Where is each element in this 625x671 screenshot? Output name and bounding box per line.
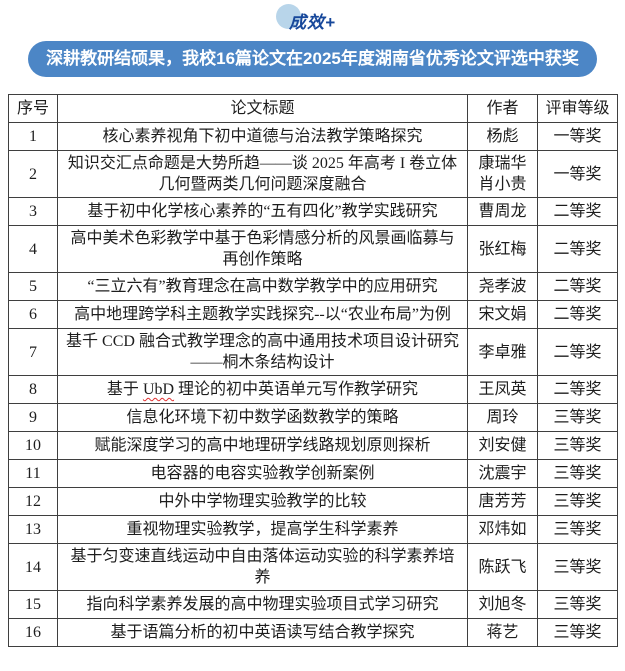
cell-title: “三立六有”教育理念在高中数学教学中的应用研究 [57, 272, 468, 301]
table-row: 15 指向科学素养发展的高中物理实验项目式学习研究 刘旭冬 三等奖 [8, 590, 618, 619]
section-tag-label: 成效+ [289, 13, 336, 32]
cell-author: 周玲 [467, 403, 538, 432]
table-row: 12 中外中学物理实验教学的比较 唐芳芳 三等奖 [8, 487, 618, 516]
table-header-row: 序号 论文标题 作者 评审等级 [8, 94, 618, 123]
cell-title: 高中地理跨学科主题教学实践探究--以“农业布局”为例 [57, 300, 468, 329]
cell-title: 知识交汇点命题是大势所趋——谈 2025 年高考 I 卷立体几何暨两类几何问题深… [57, 150, 468, 198]
cell-no: 9 [8, 403, 58, 432]
cell-author: 陈跃飞 [467, 543, 538, 591]
banner-title: 深耕教研结硕果，我校16篇论文在2025年度湖南省优秀论文评选中获奖 [28, 41, 597, 77]
cell-grade: 三等奖 [537, 515, 618, 544]
cell-grade: 二等奖 [537, 375, 618, 404]
column-header-author: 作者 [467, 94, 538, 123]
cell-title: 赋能深度学习的高中地理研学线路规划原则探析 [57, 431, 468, 460]
cell-title: 核心素养视角下初中道德与治法教学策略探究 [57, 122, 468, 151]
cell-title: 电容器的电容实验教学创新案例 [57, 459, 468, 488]
cell-author: 曹周龙 [467, 197, 538, 226]
cell-title: 指向科学素养发展的高中物理实验项目式学习研究 [57, 590, 468, 619]
cell-title: 重视物理实验教学，提高学生科学素养 [57, 515, 468, 544]
cell-author: 蒋艺 [467, 618, 538, 647]
table-row: 11 电容器的电容实验教学创新案例 沈震宇 三等奖 [8, 459, 618, 488]
cell-title: 基于初中化学核心素养的“五有四化”教学实践研究 [57, 197, 468, 226]
cell-grade: 三等奖 [537, 459, 618, 488]
table-row: 8 基于 UbD 理论的初中英语单元写作教学研究 王凤英 二等奖 [8, 375, 618, 404]
cell-title: 基于匀变速直线运动中自由落体运动实验的科学素养培养 [57, 543, 468, 591]
cell-title: 基于语篇分析的初中英语读写结合教学探究 [57, 618, 468, 647]
table-row: 10 赋能深度学习的高中地理研学线路规划原则探析 刘安健 三等奖 [8, 431, 618, 460]
column-header-grade: 评审等级 [537, 94, 618, 123]
cell-author: 刘旭冬 [467, 590, 538, 619]
table-row: 6 高中地理跨学科主题教学实践探究--以“农业布局”为例 宋文娟 二等奖 [8, 300, 618, 329]
cell-title: 高中美术色彩教学中基于色彩情感分析的风景画临募与再创作策略 [57, 225, 468, 273]
section-tag-wrap: 成效+ [0, 0, 625, 34]
cell-grade: 三等奖 [537, 618, 618, 647]
cell-author: 沈震宇 [467, 459, 538, 488]
cell-no: 16 [8, 618, 58, 647]
table-row: 2 知识交汇点命题是大势所趋——谈 2025 年高考 I 卷立体几何暨两类几何问… [8, 150, 618, 198]
cell-author: 王凤英 [467, 375, 538, 404]
cell-grade: 二等奖 [537, 300, 618, 329]
cell-no: 3 [8, 197, 58, 226]
cell-author: 李卓雅 [467, 328, 538, 376]
table-row: 14 基于匀变速直线运动中自由落体运动实验的科学素养培养 陈跃飞 三等奖 [8, 543, 618, 591]
highlight-circle-icon [276, 4, 302, 29]
cell-grade: 一等奖 [537, 150, 618, 198]
cell-no: 5 [8, 272, 58, 301]
cell-grade: 二等奖 [537, 197, 618, 226]
cell-author: 唐芳芳 [467, 487, 538, 516]
cell-title: 信息化环境下初中数学函数教学的策略 [57, 403, 468, 432]
cell-author: 康瑞华 肖小贵 [467, 150, 538, 198]
cell-title: 中外中学物理实验教学的比较 [57, 487, 468, 516]
cell-grade: 三等奖 [537, 487, 618, 516]
cell-no: 10 [8, 431, 58, 460]
awards-table: 序号 论文标题 作者 评审等级 1 核心素养视角下初中道德与治法教学策略探究 杨… [8, 94, 618, 647]
cell-title: 基千 CCD 融合式教学理念的高中通用技术项目设计研究——桐木条结构设计 [57, 328, 468, 376]
cell-grade: 二等奖 [537, 272, 618, 301]
table-row: 9 信息化环境下初中数学函数教学的策略 周玲 三等奖 [8, 403, 618, 432]
spellcheck-underline: UbD [142, 381, 175, 398]
cell-grade: 二等奖 [537, 328, 618, 376]
column-header-title: 论文标题 [57, 94, 468, 123]
table-row: 13 重视物理实验教学，提高学生科学素养 邓炜如 三等奖 [8, 515, 618, 544]
cell-no: 2 [8, 150, 58, 198]
cell-no: 1 [8, 122, 58, 151]
cell-grade: 三等奖 [537, 543, 618, 591]
cell-no: 14 [8, 543, 58, 591]
cell-author: 杨彪 [467, 122, 538, 151]
section-tag: 成效+ [276, 4, 336, 33]
table-row: 4 高中美术色彩教学中基于色彩情感分析的风景画临募与再创作策略 张红梅 二等奖 [8, 225, 618, 273]
cell-no: 12 [8, 487, 58, 516]
cell-author: 宋文娟 [467, 300, 538, 329]
cell-no: 8 [8, 375, 58, 404]
cell-no: 6 [8, 300, 58, 329]
cell-author: 刘安健 [467, 431, 538, 460]
cell-author: 邓炜如 [467, 515, 538, 544]
cell-no: 13 [8, 515, 58, 544]
cell-grade: 一等奖 [537, 122, 618, 151]
table-row: 16 基于语篇分析的初中英语读写结合教学探究 蒋艺 三等奖 [8, 618, 618, 647]
cell-no: 15 [8, 590, 58, 619]
table-row: 7 基千 CCD 融合式教学理念的高中通用技术项目设计研究——桐木条结构设计 李… [8, 328, 618, 376]
cell-grade: 三等奖 [537, 431, 618, 460]
cell-no: 4 [8, 225, 58, 273]
table-row: 3 基于初中化学核心素养的“五有四化”教学实践研究 曹周龙 二等奖 [8, 197, 618, 226]
cell-grade: 三等奖 [537, 403, 618, 432]
cell-no: 11 [8, 459, 58, 488]
cell-author: 尧孝波 [467, 272, 538, 301]
awards-table-body: 1 核心素养视角下初中道德与治法教学策略探究 杨彪 一等奖 2 知识交汇点命题是… [8, 122, 618, 647]
column-header-no: 序号 [8, 94, 58, 123]
table-row: 1 核心素养视角下初中道德与治法教学策略探究 杨彪 一等奖 [8, 122, 618, 151]
cell-grade: 二等奖 [537, 225, 618, 273]
table-row: 5 “三立六有”教育理念在高中数学教学中的应用研究 尧孝波 二等奖 [8, 272, 618, 301]
cell-title: 基于 UbD 理论的初中英语单元写作教学研究 [57, 375, 468, 404]
cell-author: 张红梅 [467, 225, 538, 273]
cell-no: 7 [8, 328, 58, 376]
cell-grade: 三等奖 [537, 590, 618, 619]
